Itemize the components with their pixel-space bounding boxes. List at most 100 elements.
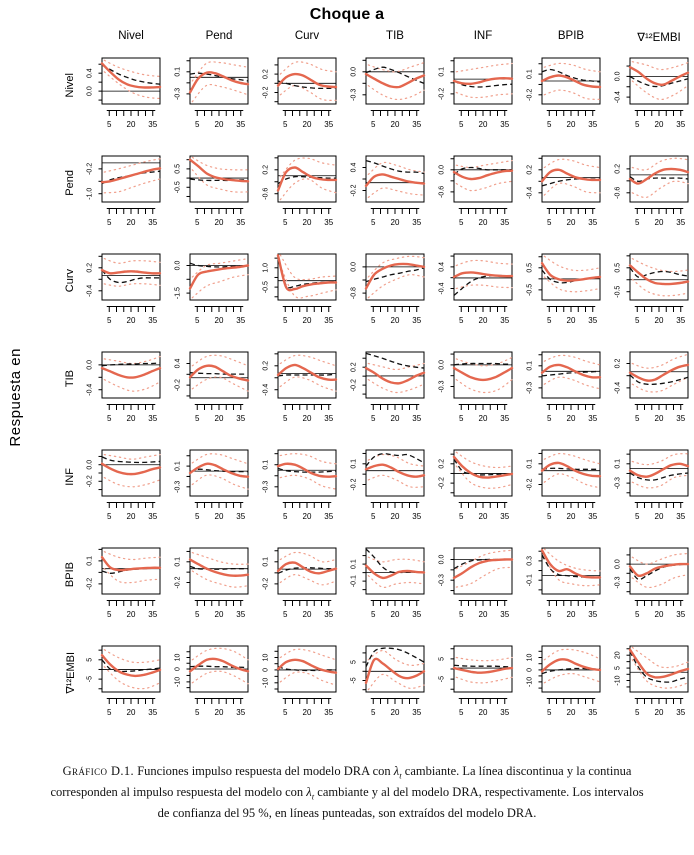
column-header-tib: TIB (386, 30, 404, 42)
y-tick-label: 0.1 (87, 556, 94, 566)
y-tick-label: -0.8 (351, 287, 358, 299)
irf-solid-line (452, 366, 514, 382)
x-tick-label: 5 (107, 218, 112, 227)
y-tick-label: 0.1 (175, 67, 182, 77)
irf-solid-line (276, 462, 338, 478)
plot-box (365, 253, 425, 301)
plot-box (365, 645, 425, 693)
cell-inf-curv: 0.1 -0.3 5 20 35 (254, 442, 342, 534)
plot-box (365, 351, 425, 399)
ci-upper-dotted (455, 656, 513, 662)
y-tick-label: 0.1 (351, 559, 358, 569)
y-tick-label: 5 (351, 660, 358, 664)
cell-tib-pend: 0.4 -0.2 5 20 35 (166, 344, 254, 436)
cell-tib-nivel: 0.0 -0.4 5 20 35 (78, 344, 166, 436)
cell-nivel-tib: 0.0 -0.3 5 20 35 (342, 50, 430, 142)
subplot-tib-d12embi: 0.2 -0.4 5 20 35 (615, 351, 690, 423)
irf-dashed-line (277, 373, 337, 377)
plot-box (189, 449, 249, 497)
y-tick-label: 0.1 (263, 557, 270, 567)
irf-dashed-line (453, 80, 513, 88)
plot-box (541, 351, 601, 399)
irf-dashed-line (541, 68, 601, 83)
y-tick-label: -0.3 (351, 89, 358, 101)
y-tick-label: 0.0 (615, 71, 622, 81)
irf-solid-line (188, 364, 250, 382)
cell-tib-tib: 0.2 -0.2 5 20 35 (342, 344, 430, 436)
ci-lower-dotted (455, 676, 513, 684)
ci-lower-dotted (367, 85, 425, 101)
plot-row-bpib: BPIB 0.1 -0.2 5 20 35 0.1 -0.2 5 20 35 0.1 -0.2 5 20 35… (62, 540, 694, 638)
x-tick-label: 20 (215, 414, 224, 423)
irf-solid-line (452, 666, 514, 674)
x-tick-label: 35 (588, 610, 597, 619)
irf-solid-line (276, 254, 338, 292)
subplot-curv-bpib: 0.5 -0.5 5 20 35 (527, 253, 602, 325)
cell-bpib-pend: 0.1 -0.2 5 20 35 (166, 540, 254, 632)
y-tick-label: -0.5 (175, 181, 182, 193)
x-tick-label: 20 (215, 610, 224, 619)
subplot-tib-inf: 0.0 -0.3 5 20 35 (439, 351, 514, 423)
y-tick-label: 0.2 (351, 362, 358, 372)
x-tick-label: 5 (371, 120, 376, 129)
y-tick-label: 0.0 (351, 67, 358, 77)
cell-pend-bpib: 0.2 -0.4 5 20 35 (518, 148, 606, 240)
cell-curv-nivel: 0.2 -0.4 5 20 35 (78, 246, 166, 338)
x-tick-label: 35 (236, 414, 245, 423)
y-tick-label: -0.2 (87, 578, 94, 590)
y-tick-label: -0.4 (263, 384, 270, 396)
x-tick-label: 20 (567, 610, 576, 619)
irf-dashed-line (101, 64, 161, 85)
x-tick-label: 5 (107, 708, 112, 717)
y-tick-label: 0.1 (351, 459, 358, 469)
ci-lower-dotted (455, 284, 513, 290)
cell-curv-bpib: 0.5 -0.5 5 20 35 (518, 246, 606, 338)
cell-d12embi-tib: 5 -5 5 20 35 (342, 638, 430, 730)
x-tick-label: 20 (215, 708, 224, 717)
row-label-inf: INF (62, 442, 78, 534)
x-tick-label: 35 (236, 708, 245, 717)
y-tick-label: -0.6 (439, 186, 446, 198)
plot-row-pend: Pend -0.2 -1.0 5 20 35 0.5 -0.5 5 20 35 0.2 -0.6 5 20 3… (62, 148, 694, 246)
x-tick-label: 35 (412, 610, 421, 619)
ci-upper-dotted (455, 160, 513, 169)
cell-tib-inf: 0.0 -0.3 5 20 35 (430, 344, 518, 436)
irf-dashed-line (629, 267, 689, 278)
x-tick-label: 35 (324, 218, 333, 227)
irf-solid-line (100, 654, 162, 678)
subplot-pend-inf: 0.0 -0.6 5 20 35 (439, 155, 514, 227)
x-tick-label: 5 (459, 610, 464, 619)
y-tick-label: 0.2 (263, 361, 270, 371)
y-tick-label: 0.5 (615, 263, 622, 273)
x-tick-label: 35 (676, 512, 685, 521)
irf-solid-line (452, 558, 514, 580)
x-tick-label: 20 (303, 316, 312, 325)
y-tick-label: -0.1 (351, 575, 358, 587)
y-tick-label: 10 (527, 654, 534, 662)
plot-box (101, 449, 161, 497)
y-tick-label: 0.1 (175, 557, 182, 567)
x-tick-label: 35 (588, 512, 597, 521)
irf-dashed-line (277, 567, 337, 574)
x-tick-label: 20 (215, 512, 224, 521)
x-tick-label: 35 (412, 120, 421, 129)
ci-lower-dotted (103, 379, 161, 392)
x-tick-label: 5 (459, 512, 464, 521)
subplot-bpib-bpib: 0.3 -0.1 5 20 35 (527, 547, 602, 619)
plot-box (277, 253, 337, 301)
irf-solid-line (452, 76, 514, 86)
irf-solid-line (188, 264, 250, 290)
irf-dashed-line (277, 256, 337, 289)
cell-inf-tib: 0.1 -0.2 5 20 35 (342, 442, 430, 534)
x-tick-label: 20 (127, 610, 136, 619)
x-tick-label: 5 (635, 610, 640, 619)
row-label-text: Curv (64, 269, 76, 293)
irf-solid-line (100, 366, 162, 379)
y-tick-label: 0.1 (263, 460, 270, 470)
y-tick-label: 0.1 (527, 69, 534, 79)
ci-upper-dotted (543, 648, 601, 661)
ci-lower-dotted (279, 376, 337, 392)
y-tick-label: -0.3 (615, 576, 622, 588)
irf-dashed-line (365, 647, 425, 668)
y-tick-label: 0.1 (527, 361, 534, 371)
